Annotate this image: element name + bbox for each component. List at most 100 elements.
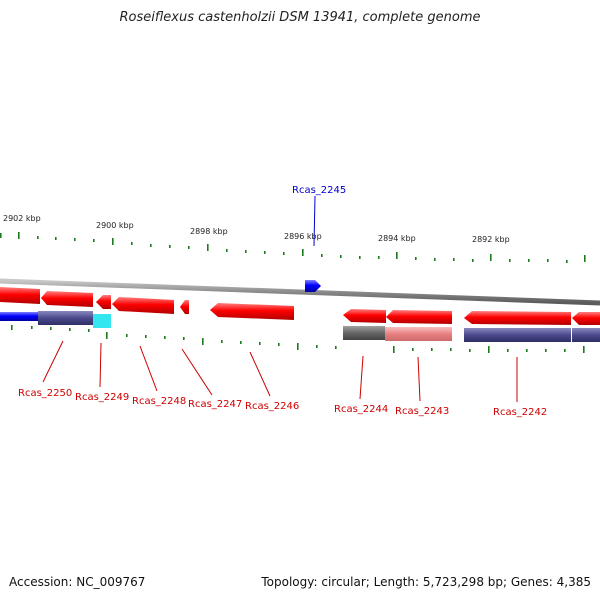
scale-tick	[393, 346, 395, 353]
genome-summary-text: Topology: circular; Length: 5,723,298 bp…	[261, 575, 591, 589]
scale-tick	[264, 251, 266, 254]
scale-tick	[335, 346, 337, 349]
scale-tick	[450, 348, 452, 351]
scale-tick	[528, 259, 530, 262]
gene-label[interactable]: Rcas_2246	[245, 401, 299, 412]
scale-tick	[145, 335, 147, 338]
leader-line	[249, 351, 271, 397]
gene-arrow[interactable]	[210, 303, 294, 320]
gene-label[interactable]: Rcas_2249	[75, 392, 129, 403]
leader-line	[359, 355, 364, 400]
scale-tick	[526, 349, 528, 352]
scale-tick	[316, 345, 318, 348]
scale-tick	[112, 238, 114, 245]
scale-tick	[50, 327, 52, 330]
scale-tick	[226, 249, 228, 252]
scale-tick	[415, 257, 417, 260]
scale-tick	[396, 252, 398, 259]
gene-arrow[interactable]	[386, 310, 452, 324]
scale-tick	[412, 348, 414, 351]
scale-tick	[378, 256, 380, 259]
gene-arrow[interactable]	[343, 309, 386, 323]
scale-tick	[18, 232, 20, 239]
scale-tick	[278, 343, 280, 346]
scale-tick	[490, 254, 492, 261]
gene-arrow[interactable]	[112, 297, 174, 314]
leader-line	[42, 340, 64, 383]
gene-arrow[interactable]	[0, 287, 40, 304]
leader-line	[139, 345, 158, 392]
scale-label: 2896 kbp	[284, 232, 322, 241]
map-title: Roseiflexus castenholzii DSM 13941, comp…	[119, 10, 481, 25]
scale-tick	[131, 242, 133, 245]
scale-tick	[245, 250, 247, 253]
scale-tick	[564, 349, 566, 352]
scale-tick	[55, 237, 57, 240]
scale-tick	[188, 246, 190, 249]
gene-arrow[interactable]	[572, 312, 600, 325]
gene-arrow-rcas-2245[interactable]	[305, 280, 321, 292]
scale-tick	[106, 332, 108, 339]
leader-line	[313, 195, 316, 247]
gene-arrow[interactable]	[41, 291, 93, 307]
scale-tick	[126, 334, 128, 337]
genome-backbone	[0, 278, 600, 306]
scale-tick	[37, 236, 39, 239]
feature-bar	[93, 314, 111, 328]
scale-tick	[359, 256, 361, 259]
gene-arrow[interactable]	[96, 295, 111, 309]
scale-tick	[150, 244, 152, 247]
scale-tick	[74, 238, 76, 241]
leader-line	[99, 342, 102, 388]
scale-tick	[0, 233, 2, 238]
scale-tick	[31, 326, 33, 329]
gene-label[interactable]: Rcas_2243	[395, 406, 449, 417]
scale-tick	[283, 252, 285, 255]
scale-tick	[453, 258, 455, 261]
scale-tick	[547, 259, 549, 262]
gene-label[interactable]: Rcas_2245	[292, 185, 346, 196]
scale-tick	[469, 349, 471, 352]
feature-bar	[343, 326, 385, 340]
gene-label[interactable]: Rcas_2247	[188, 399, 242, 410]
scale-tick	[507, 349, 509, 352]
gene-label[interactable]: Rcas_2248	[132, 396, 186, 407]
feature-bar	[572, 328, 600, 342]
scale-tick	[240, 341, 242, 344]
scale-tick	[302, 249, 304, 256]
scale-tick	[259, 342, 261, 345]
scale-tick	[207, 244, 209, 251]
gene-label[interactable]: Rcas_2244	[334, 404, 388, 415]
scale-tick	[545, 349, 547, 352]
feature-bar	[38, 311, 93, 325]
scale-label: 2902 kbp	[3, 214, 41, 223]
scale-tick	[221, 340, 223, 343]
scale-tick	[11, 325, 13, 330]
feature-bar	[385, 327, 452, 341]
scale-label: 2892 kbp	[472, 235, 510, 244]
scale-tick	[202, 338, 204, 345]
scale-tick	[584, 255, 586, 262]
leader-line	[181, 348, 213, 396]
scale-tick	[488, 346, 490, 353]
scale-tick	[169, 245, 171, 248]
gene-label[interactable]: Rcas_2250	[18, 388, 72, 399]
scale-tick	[434, 258, 436, 261]
scale-tick	[509, 259, 511, 262]
feature-track	[0, 311, 600, 342]
scale-tick	[340, 255, 342, 258]
gene-label[interactable]: Rcas_2242	[493, 407, 547, 418]
gene-arrow[interactable]	[464, 311, 571, 325]
scale-label: 2898 kbp	[190, 227, 228, 236]
accession-text: Accession: NC_009767	[9, 575, 146, 589]
scale-tick	[69, 328, 71, 331]
scale-label: 2894 kbp	[378, 234, 416, 243]
gene-arrow[interactable]	[180, 300, 189, 314]
scale-tick	[183, 337, 185, 340]
feature-bar	[0, 312, 38, 321]
reverse-gene-track	[0, 287, 600, 325]
scale-tick	[164, 336, 166, 339]
scale-tick	[472, 259, 474, 262]
